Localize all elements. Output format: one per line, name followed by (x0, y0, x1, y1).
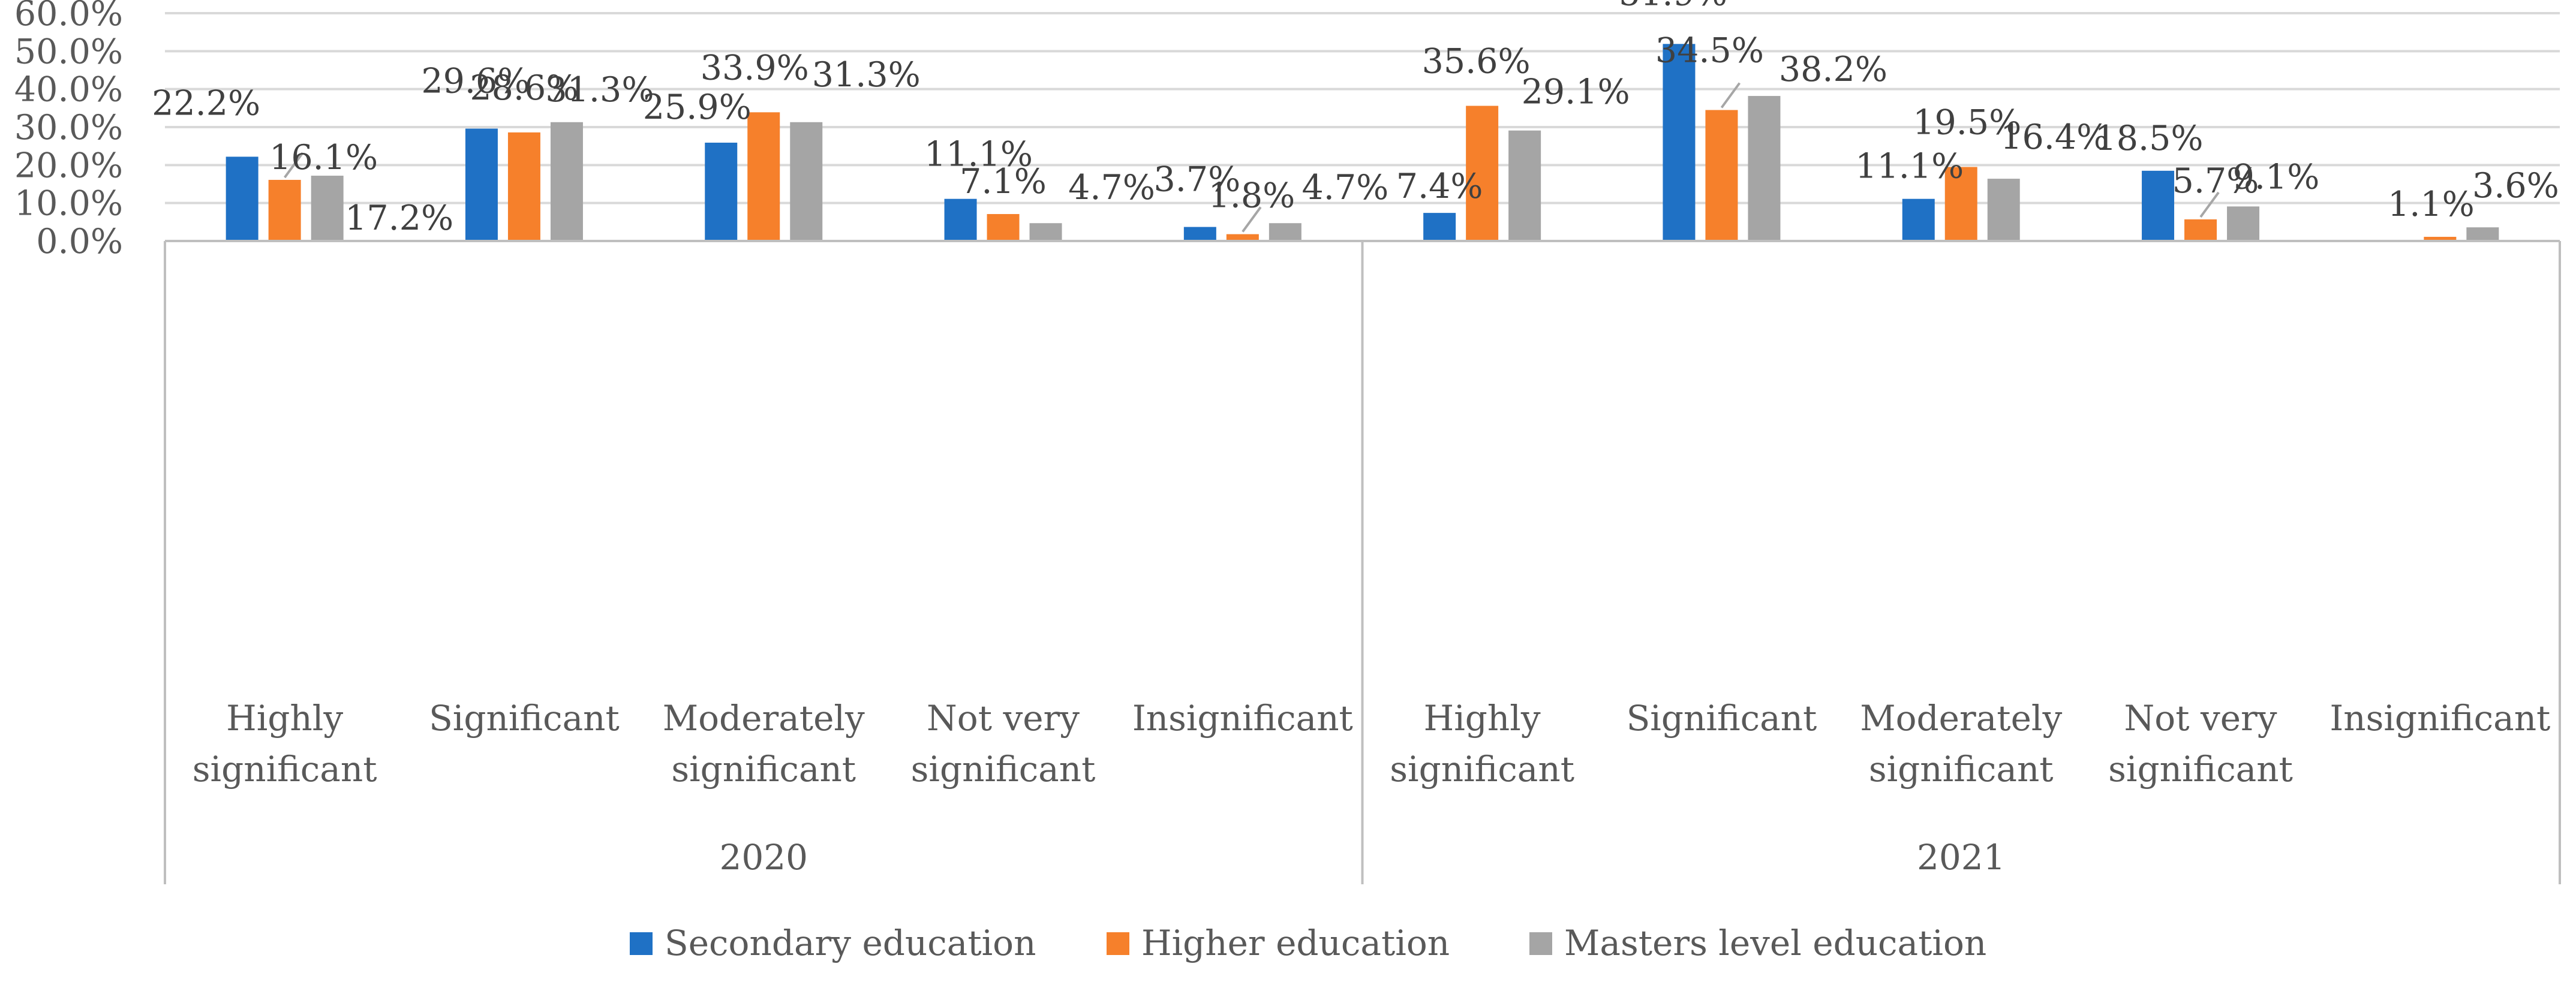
bar (311, 176, 344, 241)
data-label: 1.8% (1208, 176, 1295, 216)
bar (1269, 223, 1301, 241)
data-label: 18.5% (2095, 119, 2204, 158)
legend: Secondary education Higher education Maste… (630, 923, 1986, 963)
bar (2142, 170, 2175, 241)
bar (987, 214, 1020, 241)
x-category-label: Moderately (1860, 698, 2062, 739)
bar (1508, 130, 1541, 241)
data-label: 7.4% (1396, 167, 1483, 206)
x-category-label: Highly (1424, 698, 1541, 739)
bar (1423, 213, 1456, 241)
x-category-label: Insignificant (1132, 698, 1353, 739)
x-category-label: Moderately (663, 698, 865, 739)
legend-label: Secondary education (665, 923, 1036, 963)
bar (1663, 44, 1696, 242)
data-label: 3.6% (2472, 166, 2559, 206)
y-tick-label: 60.0% (14, 0, 123, 34)
y-tick-label: 50.0% (14, 32, 123, 71)
y-tick-label: 40.0% (14, 70, 123, 110)
data-label: 28.6% (470, 68, 578, 108)
data-label: 3.7% (1153, 160, 1240, 200)
bar (465, 128, 498, 241)
data-label: 33.9% (701, 48, 809, 88)
x-category-label: Insignificant (2329, 698, 2550, 739)
bar (268, 180, 301, 241)
data-label: 34.5% (1655, 31, 1764, 71)
leader-line (1242, 206, 1262, 233)
data-label: 16.1% (269, 138, 378, 177)
bar (2424, 237, 2457, 241)
data-label: 31.3% (812, 55, 921, 95)
bar (1226, 234, 1259, 241)
y-tick-label: 30.0% (14, 108, 123, 147)
data-label: 38.2% (1779, 50, 1887, 89)
x-category-label: Highly (226, 698, 343, 739)
x-group-label: 2020 (719, 837, 808, 878)
x-category-label: significant (1869, 749, 2054, 790)
x-category-label: Significant (1627, 698, 1817, 739)
data-label: 11.1% (924, 135, 1033, 174)
bar (747, 112, 780, 241)
data-label: 11.1% (1855, 147, 1964, 186)
axes: 0.0%10.0%20.0%30.0%40.0%50.0%60.0% Highly… (14, 0, 2561, 884)
leader-line (284, 152, 304, 179)
bar (790, 122, 823, 241)
bar (2466, 227, 2499, 241)
data-label: 4.7% (1068, 168, 1155, 207)
bar (2184, 219, 2217, 241)
bars (226, 44, 2499, 242)
bar (1902, 198, 1935, 241)
data-label: 51.9% (1619, 0, 1727, 13)
data-labels: 22.2% 29.6% 25.9% 11.1% 3.7% 7.4% 51.9% 11.1% 18… (152, 0, 2559, 238)
bar (705, 142, 738, 241)
bar (1029, 223, 1062, 241)
legend-swatch (630, 932, 653, 955)
legend-label: Masters level education (1564, 923, 1986, 963)
bar (1987, 179, 2020, 241)
legend-label: Higher education (1141, 923, 1450, 963)
data-label: 25.9% (643, 88, 752, 127)
data-label: 9.1% (2233, 157, 2320, 197)
legend-swatch (1529, 932, 1552, 955)
bar (1466, 106, 1499, 241)
y-tick-label: 20.0% (14, 146, 123, 185)
bar (1705, 110, 1738, 241)
x-category-label: Not very (927, 698, 1080, 739)
x-category-label: significant (193, 749, 377, 790)
bar (1748, 96, 1781, 241)
data-label: 29.1% (1522, 73, 1630, 112)
data-label: 31.3% (545, 70, 654, 110)
data-label: 35.6% (1422, 42, 1531, 82)
data-label: 22.2% (152, 83, 260, 123)
x-category-label: significant (911, 749, 1096, 790)
leader-line (1720, 82, 1741, 109)
bar (1183, 227, 1216, 241)
data-label: 29.6% (421, 62, 530, 101)
bar (226, 156, 258, 241)
x-category-label: significant (1390, 749, 1574, 790)
bar (550, 122, 583, 241)
y-tick-label: 10.0% (14, 184, 123, 224)
label-leader-lines (284, 82, 2220, 233)
legend-swatch (1107, 932, 1129, 955)
data-label: 1.1% (2388, 185, 2475, 224)
data-label: 17.2% (345, 198, 453, 238)
data-label: 19.5% (1913, 103, 2021, 143)
bar (1944, 167, 1977, 241)
x-category-label: significant (671, 749, 856, 790)
data-label: 4.7% (1301, 168, 1388, 207)
x-group-label: 2021 (1917, 837, 2006, 878)
bar (507, 132, 540, 241)
data-label: 5.7% (2172, 161, 2259, 201)
bar (2227, 206, 2260, 241)
data-label: 16.4% (2000, 118, 2109, 157)
x-category-label: Significant (429, 698, 620, 739)
data-label: 7.1% (960, 162, 1047, 201)
leader-line (2199, 191, 2220, 218)
x-category-label: Not very (2124, 698, 2277, 739)
x-category-label: significant (2108, 749, 2293, 790)
y-tick-label: 0.0% (36, 222, 123, 261)
bar (944, 198, 977, 241)
